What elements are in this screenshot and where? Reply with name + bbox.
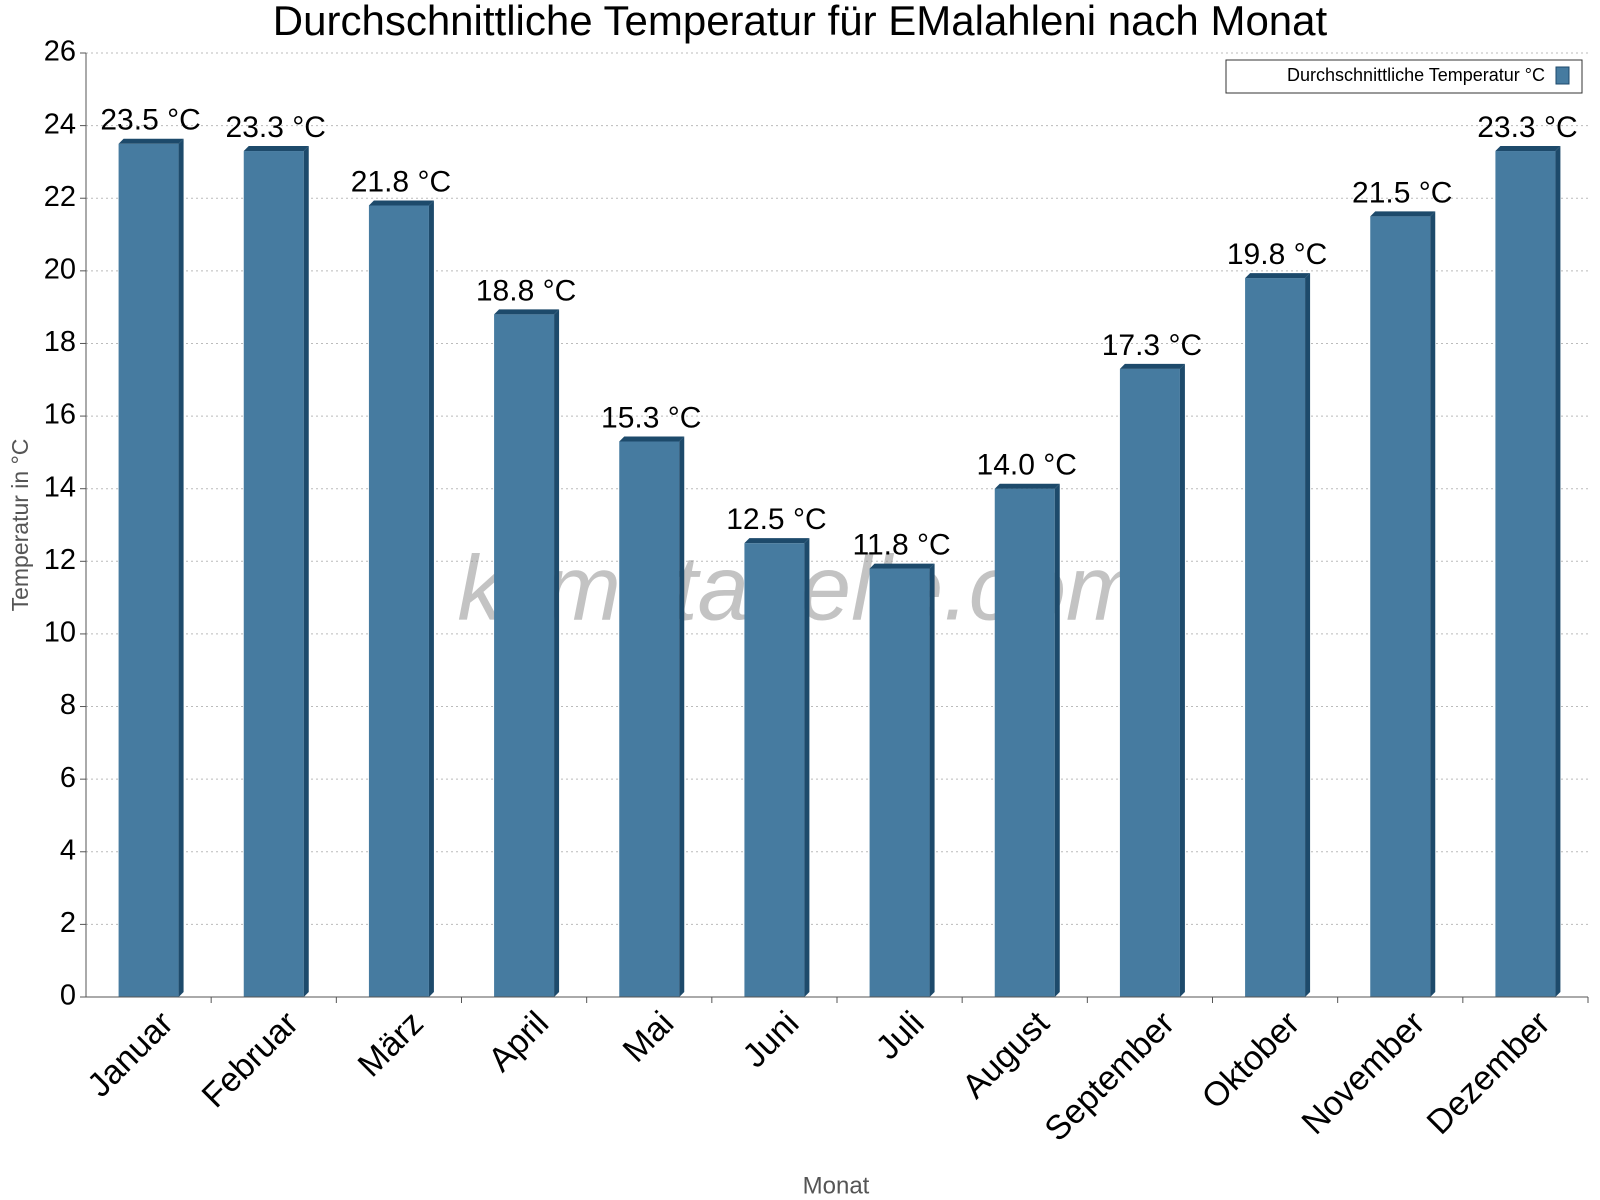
y-tick-label: 12	[44, 544, 76, 576]
y-tick-label: 20	[44, 254, 76, 286]
bar	[619, 436, 685, 997]
value-label: 23.3 °C	[226, 111, 326, 144]
y-tick-label: 24	[44, 108, 76, 140]
y-tick-label: 22	[44, 181, 76, 213]
value-label: 23.3 °C	[1477, 111, 1577, 144]
value-label: 12.5 °C	[726, 503, 826, 536]
y-tick-label: 16	[44, 399, 76, 431]
legend-box	[1225, 59, 1583, 94]
value-label: 19.8 °C	[1227, 238, 1327, 271]
bar	[118, 138, 184, 997]
bar	[994, 483, 1060, 997]
y-tick-label: 26	[44, 36, 76, 68]
bar	[744, 538, 810, 997]
value-label: 21.5 °C	[1352, 176, 1452, 209]
x-axis-title: Monat	[803, 1172, 870, 1199]
y-axis-title: Temperatur in °C	[7, 439, 33, 612]
bar	[1245, 273, 1311, 998]
value-label: 21.8 °C	[351, 165, 451, 198]
bar	[494, 309, 560, 997]
y-tick-label: 18	[44, 326, 76, 358]
value-label: 15.3 °C	[601, 401, 701, 434]
legend-label: Durchschnittliche Temperatur °C	[1287, 65, 1545, 85]
bar	[869, 563, 935, 997]
legend-swatch	[1555, 66, 1570, 85]
y-tick-label: 14	[44, 471, 76, 503]
value-label: 11.8 °C	[852, 528, 950, 561]
bar	[243, 146, 309, 997]
bar	[1495, 146, 1561, 997]
chart-title: Durchschnittliche Temperatur für EMalahl…	[273, 0, 1328, 44]
y-tick-label: 2	[60, 907, 76, 939]
y-tick-label: 10	[44, 617, 76, 649]
value-label: 23.5 °C	[100, 104, 200, 137]
y-tick-label: 6	[60, 762, 76, 794]
y-tick-label: 4	[60, 834, 76, 866]
value-label: 18.8 °C	[476, 274, 576, 307]
y-tick-label: 0	[60, 980, 76, 1012]
bar	[368, 200, 434, 997]
value-label: 14.0 °C	[977, 449, 1077, 482]
value-label: 17.3 °C	[1102, 329, 1202, 362]
y-tick-label: 8	[60, 689, 76, 721]
legend: Durchschnittliche Temperatur °C	[1225, 59, 1583, 94]
bar	[1119, 363, 1185, 997]
bar	[1370, 211, 1436, 997]
